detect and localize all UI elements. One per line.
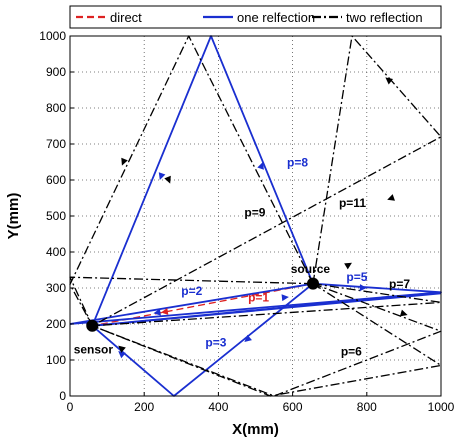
arrowhead-5 bbox=[244, 334, 252, 342]
path-two-9 bbox=[92, 283, 442, 397]
path-two-10 bbox=[91, 35, 442, 327]
y-tick-label: 200 bbox=[46, 317, 66, 331]
annotation-source: source bbox=[291, 262, 331, 276]
arrowhead-12 bbox=[118, 345, 126, 353]
y-tick-label: 1000 bbox=[39, 29, 66, 43]
annotation-p-1: p=1 bbox=[248, 291, 269, 305]
legend-box bbox=[69, 5, 442, 29]
annotation-p-5: p=5 bbox=[346, 270, 367, 284]
sensor-marker bbox=[86, 319, 99, 332]
path-two-8 bbox=[92, 283, 442, 397]
x-tick-label: 200 bbox=[134, 400, 154, 414]
tick-layer: 0 200 400 600 800 1000 0 100 200 300 400 500 600 700 8… bbox=[39, 29, 454, 414]
x-tick-label: 400 bbox=[208, 400, 228, 414]
annotation-p-9: p=9 bbox=[244, 206, 265, 220]
x-tick-label: 600 bbox=[283, 400, 303, 414]
y-tick-label: 100 bbox=[46, 353, 66, 367]
arrowhead-4 bbox=[118, 351, 126, 359]
y-tick-label: 400 bbox=[46, 245, 66, 259]
arrowhead-11 bbox=[399, 309, 408, 317]
annotation-p-11: p=11 bbox=[339, 196, 366, 210]
arrowhead-14 bbox=[387, 194, 395, 201]
annotation-p-3: p=3 bbox=[205, 335, 226, 349]
arrow-layer bbox=[118, 77, 408, 359]
arrowhead-3 bbox=[257, 162, 264, 170]
arrowhead-13 bbox=[385, 77, 394, 85]
legend-label-2: two reflection bbox=[346, 10, 423, 25]
annotation-p-2: p=2 bbox=[181, 284, 202, 298]
x-tick-label: 1000 bbox=[428, 400, 455, 414]
y-axis-label: Y(mm) bbox=[5, 193, 22, 240]
arrowhead-2 bbox=[158, 172, 166, 180]
arrowhead-1 bbox=[153, 308, 161, 316]
path-one-3 bbox=[91, 282, 314, 397]
y-tick-label: 800 bbox=[46, 101, 66, 115]
arrowhead-10 bbox=[344, 262, 352, 270]
legend-label-1: one relfection bbox=[237, 10, 315, 25]
x-tick-label: 0 bbox=[67, 400, 74, 414]
y-tick-label: 600 bbox=[46, 173, 66, 187]
annotation-sensor: sensor bbox=[74, 343, 114, 357]
legend-label-0: direct bbox=[110, 10, 142, 25]
y-tick-label: 900 bbox=[46, 65, 66, 79]
annotation-p-8: p=8 bbox=[287, 155, 308, 169]
arrowhead-0 bbox=[160, 307, 169, 315]
annotation-layer: p=1 p=2 p=3 p=5 p=7 p=6 p=8 p=9 p=11 source sensor bbox=[74, 155, 411, 358]
x-axis-label: X(mm) bbox=[232, 421, 279, 438]
legend: direct one relfection two reflection bbox=[69, 5, 442, 29]
arrowhead-8 bbox=[121, 157, 128, 166]
y-tick-label: 500 bbox=[46, 209, 66, 223]
y-tick-label: 0 bbox=[59, 389, 66, 403]
path-one-5 bbox=[69, 291, 442, 325]
x-tick-label: 800 bbox=[357, 400, 377, 414]
path-one-6 bbox=[92, 292, 442, 327]
annotation-p-6: p=6 bbox=[341, 345, 362, 359]
path-one-2 bbox=[69, 282, 314, 325]
arrowhead-6 bbox=[281, 294, 289, 302]
path-one-1 bbox=[91, 35, 314, 327]
path-two-11 bbox=[92, 283, 442, 327]
arrowhead-7 bbox=[359, 284, 367, 292]
marker-layer bbox=[86, 277, 320, 332]
path-two-7 bbox=[69, 35, 314, 327]
y-tick-label: 700 bbox=[46, 137, 66, 151]
source-marker bbox=[307, 277, 320, 290]
y-tick-label: 300 bbox=[46, 281, 66, 295]
arrowhead-9 bbox=[164, 175, 171, 184]
annotation-p-7: p=7 bbox=[389, 277, 410, 291]
